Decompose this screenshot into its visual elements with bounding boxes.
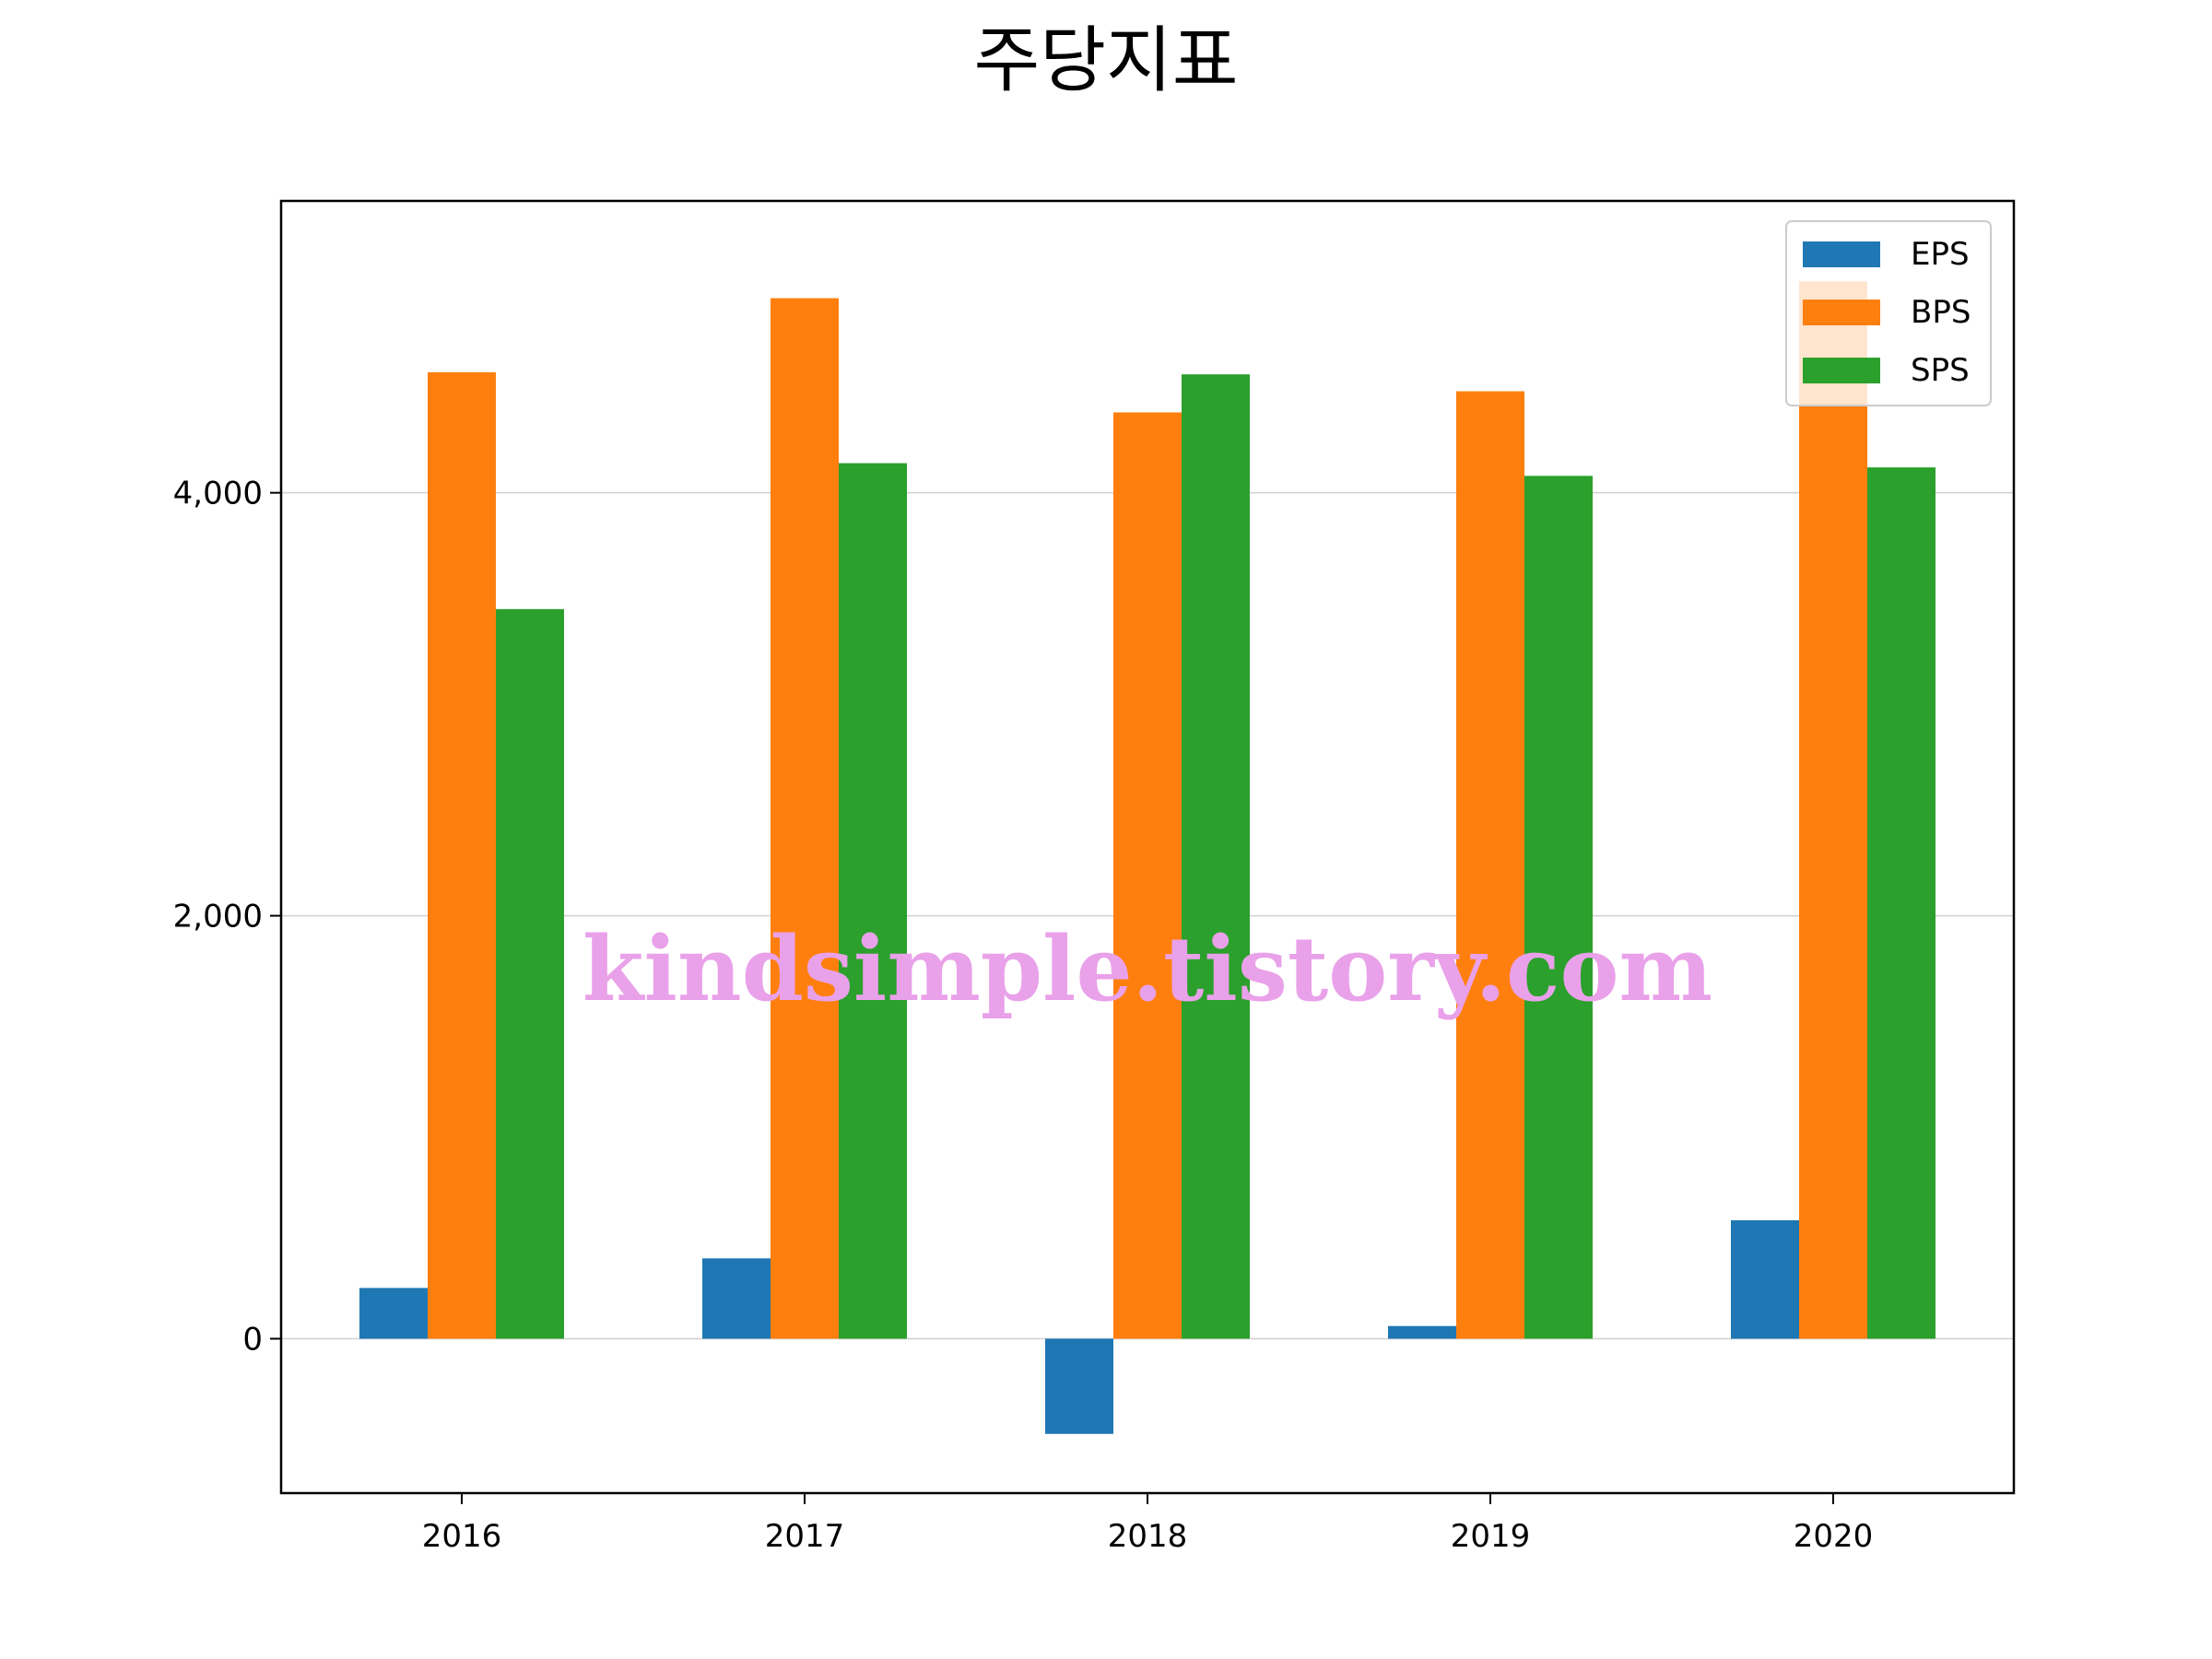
x-tick-label-2018: 2018 [1108,1518,1188,1555]
bar-bps-2020 [1799,281,1867,1339]
bar-sps-2020 [1867,467,1936,1339]
bar-bps-2016 [428,371,496,1339]
bar-bps-2017 [771,298,839,1339]
x-tick-label-2019: 2019 [1451,1518,1531,1555]
bar-eps-2017 [702,1258,771,1339]
bar-eps-2020 [1731,1219,1799,1339]
y-axis: 0 2,000 4,000 [173,476,281,1358]
bar-sps-2017 [839,463,907,1339]
legend-label-eps: EPS [1911,236,1970,273]
y-tick-label-0: 0 [242,1321,263,1358]
bar-sps-2019 [1524,476,1593,1339]
bar-bps-2019 [1456,391,1524,1339]
x-tick-label-2020: 2020 [1794,1518,1874,1555]
legend-swatch-bps [1803,300,1880,325]
bar-sps-2018 [1182,374,1250,1339]
x-tick-label-2016: 2016 [422,1518,502,1555]
plot-frame [279,199,2016,1495]
chart-title: 주당지표 [973,19,1238,102]
watermark: kindsimple.tistory.com [582,917,1712,1021]
x-tick-label-2017: 2017 [765,1518,845,1555]
legend-swatch-sps [1803,358,1880,383]
bar-bps-2018 [1113,412,1182,1339]
bar-eps-2016 [359,1288,428,1339]
bar-sps-2016 [496,608,564,1339]
legend-swatch-eps [1803,241,1880,267]
bar-eps-2018 [1045,1338,1113,1434]
y-tick-label-2000: 2,000 [173,899,263,935]
x-axis: 2016 2017 2018 2019 2020 [422,1493,1874,1555]
y-tick-label-4000: 4,000 [173,476,263,512]
legend-label-bps: BPS [1911,294,1971,331]
legend-label-sps: SPS [1911,352,1970,389]
bars [359,281,1936,1434]
bar-eps-2019 [1388,1325,1456,1339]
legend: EPS BPS SPS [1785,220,1992,406]
